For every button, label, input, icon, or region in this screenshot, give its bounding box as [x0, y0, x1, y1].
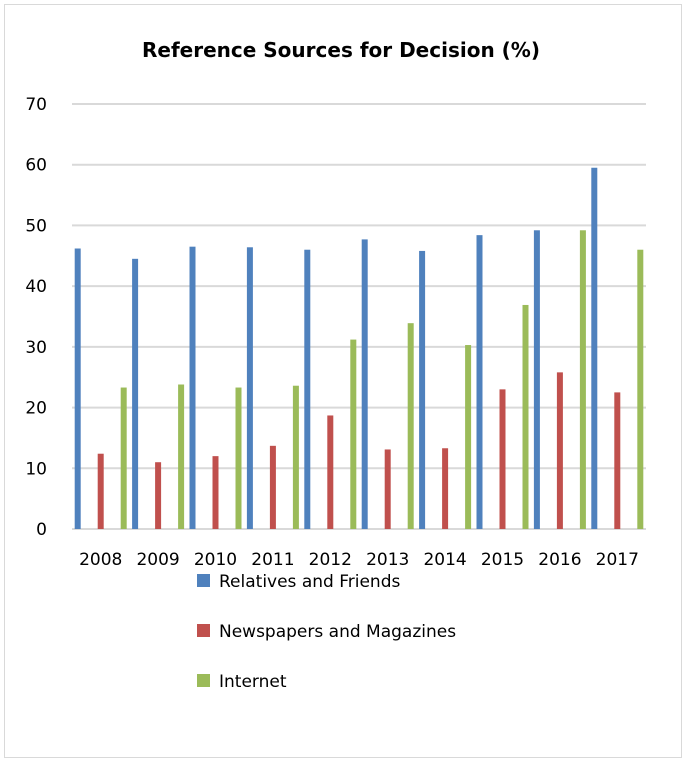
bars — [74, 167, 644, 530]
bar-internet-2016 — [579, 230, 586, 530]
bar-internet-2008 — [120, 387, 127, 529]
legend: Relatives and Friends Newspapers and Maga… — [197, 572, 456, 692]
bar-internet-2012 — [350, 339, 357, 529]
bar-relatives-and-friends-2017 — [591, 167, 598, 529]
bar-newspapers-and-magazines-2009 — [155, 462, 162, 529]
y-tick-label: 0 — [36, 520, 47, 540]
chart-frame — [4, 4, 682, 758]
y-tick-label: 30 — [25, 338, 47, 358]
bar-relatives-and-friends-2013 — [361, 239, 368, 529]
x-tick-label: 2008 — [79, 550, 122, 570]
y-tick-label: 70 — [25, 95, 47, 115]
bar-internet-2015 — [522, 304, 529, 529]
bar-relatives-and-friends-2009 — [132, 258, 139, 529]
legend-label: Newspapers and Magazines — [219, 622, 456, 642]
bar-relatives-and-friends-2015 — [476, 235, 483, 529]
x-tick-label: 2014 — [423, 550, 466, 570]
y-axis-ticks: 0 10 20 30 40 50 60 70 — [25, 95, 47, 540]
legend-label: Internet — [219, 672, 287, 692]
bar-internet-2017 — [637, 249, 644, 529]
y-tick-label: 60 — [25, 156, 47, 176]
bar-relatives-and-friends-2008 — [74, 248, 81, 529]
x-tick-label: 2013 — [366, 550, 409, 570]
y-tick-label: 10 — [25, 459, 47, 479]
bar-newspapers-and-magazines-2017 — [614, 392, 621, 529]
gridlines — [72, 103, 646, 530]
bar-newspapers-and-magazines-2013 — [384, 449, 391, 529]
y-tick-label: 50 — [25, 216, 47, 236]
bar-relatives-and-friends-2012 — [304, 249, 311, 529]
legend-swatch — [197, 574, 210, 587]
bar-relatives-and-friends-2010 — [189, 246, 196, 529]
x-tick-label: 2010 — [194, 550, 237, 570]
x-tick-label: 2015 — [481, 550, 524, 570]
bar-internet-2009 — [178, 384, 185, 529]
y-tick-label: 40 — [25, 277, 47, 297]
bar-relatives-and-friends-2011 — [246, 247, 253, 530]
bar-internet-2013 — [407, 323, 414, 529]
bar-newspapers-and-magazines-2010 — [212, 456, 219, 529]
legend-label: Relatives and Friends — [219, 572, 400, 592]
x-tick-label: 2011 — [251, 550, 294, 570]
bar-newspapers-and-magazines-2008 — [97, 453, 104, 529]
bar-relatives-and-friends-2016 — [533, 230, 540, 530]
bar-newspapers-and-magazines-2015 — [499, 389, 506, 529]
x-tick-label: 2017 — [596, 550, 639, 570]
y-tick-label: 20 — [25, 399, 47, 419]
x-tick-label: 2012 — [309, 550, 352, 570]
bar-internet-2010 — [235, 387, 242, 529]
bar-internet-2014 — [465, 345, 472, 529]
legend-swatch — [197, 674, 210, 687]
bar-newspapers-and-magazines-2014 — [442, 448, 449, 529]
bar-relatives-and-friends-2014 — [419, 250, 426, 529]
x-axis-ticks: 2008 2009 2010 2011 2012 2013 2014 2015 2016 2017 — [79, 550, 639, 570]
x-tick-label: 2016 — [538, 550, 581, 570]
bar-internet-2011 — [292, 385, 299, 529]
bar-newspapers-and-magazines-2011 — [269, 445, 276, 529]
bar-newspapers-and-magazines-2016 — [556, 372, 563, 529]
legend-swatch — [197, 624, 210, 637]
x-tick-label: 2009 — [136, 550, 179, 570]
chart-title: Reference Sources for Decision (%) — [142, 38, 540, 62]
bar-newspapers-and-magazines-2012 — [327, 415, 334, 529]
